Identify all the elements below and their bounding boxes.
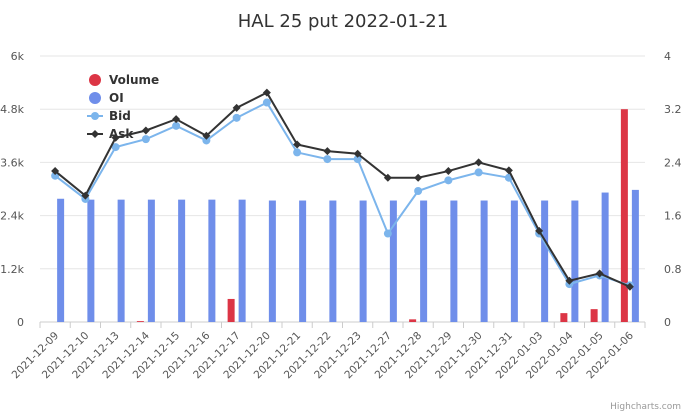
ask-point[interactable] — [383, 173, 392, 182]
bid-point[interactable] — [262, 98, 271, 107]
ask-point[interactable] — [414, 173, 423, 182]
oi-bar[interactable] — [389, 200, 397, 322]
bar-series — [57, 109, 639, 322]
credits-link[interactable]: Highcharts.com — [610, 402, 681, 412]
oi-bar[interactable] — [359, 200, 367, 322]
oi-bar[interactable] — [420, 200, 428, 322]
bid-point[interactable] — [474, 168, 483, 177]
y-left-tick-label: 2.4k — [0, 210, 24, 223]
y-left-tick-label: 4.8k — [0, 103, 24, 116]
oi-bar[interactable] — [299, 200, 307, 322]
y-right-tick-label: 0 — [664, 316, 671, 329]
ask-point[interactable] — [444, 167, 453, 176]
legend-symbol — [89, 92, 101, 104]
y-right-tick-label: 3.2 — [664, 103, 682, 116]
legend-label: Volume — [109, 73, 159, 87]
oi-bar[interactable] — [510, 200, 518, 322]
legend[interactable]: Volume OI Bid Ask — [87, 73, 159, 141]
volume-bar[interactable] — [136, 321, 144, 322]
legend-item-oi[interactable]: OI — [89, 91, 124, 105]
bid-point[interactable] — [444, 176, 453, 185]
oi-bar[interactable] — [450, 200, 458, 322]
legend-label: OI — [109, 91, 124, 105]
y-right-tick-label: 1.6 — [664, 210, 682, 223]
volume-bar[interactable] — [620, 109, 628, 322]
y-left-tick-label: 3.6k — [0, 156, 24, 169]
oi-bar[interactable] — [268, 200, 276, 322]
bid-point[interactable] — [232, 113, 241, 122]
oi-bar[interactable] — [87, 199, 95, 322]
oi-bar[interactable] — [147, 199, 155, 322]
bid-point[interactable] — [111, 143, 120, 152]
bid-point[interactable] — [202, 136, 211, 145]
y-left-tick-label: 1.2k — [0, 263, 24, 276]
ask-point[interactable] — [81, 191, 90, 200]
oi-bar[interactable] — [178, 199, 186, 322]
ask-point[interactable] — [504, 166, 513, 175]
volume-bar[interactable] — [409, 319, 417, 322]
y-left-tick-label: 6k — [11, 50, 25, 63]
oi-bar[interactable] — [571, 200, 579, 322]
legend-symbol — [89, 74, 101, 86]
bid-point[interactable] — [414, 186, 423, 195]
bid-point[interactable] — [383, 229, 392, 238]
ask-line — [54, 91, 631, 288]
legend-item-volume[interactable]: Volume — [89, 73, 159, 87]
grid-lines — [40, 55, 645, 323]
ask-point[interactable] — [565, 276, 574, 285]
oi-bar[interactable] — [631, 189, 639, 322]
ask-point[interactable] — [141, 126, 150, 135]
ask-point[interactable] — [202, 131, 211, 140]
legend-item-ask[interactable]: Ask — [87, 127, 134, 141]
bid-point[interactable] — [323, 155, 332, 164]
oi-bar[interactable] — [541, 200, 549, 322]
legend-label: Ask — [109, 127, 134, 141]
bid-point[interactable] — [353, 155, 362, 164]
ask-point[interactable] — [474, 158, 483, 167]
bid-point[interactable] — [293, 148, 302, 157]
legend-item-bid[interactable]: Bid — [87, 109, 131, 123]
bid-point[interactable] — [141, 135, 150, 144]
legend-label: Bid — [109, 109, 131, 123]
oi-bar[interactable] — [480, 200, 488, 322]
ask-point[interactable] — [232, 103, 241, 112]
ask-point[interactable] — [353, 149, 362, 158]
oi-bar[interactable] — [57, 198, 65, 322]
chart-title: HAL 25 put 2022-01-21 — [238, 11, 448, 32]
ask-point[interactable] — [323, 147, 332, 156]
y-right-tick-label: 4 — [664, 50, 671, 63]
ask-point[interactable] — [172, 115, 181, 124]
oi-bar[interactable] — [208, 199, 216, 322]
bid-point[interactable] — [172, 121, 181, 130]
legend-marker — [91, 112, 99, 120]
line-series — [51, 88, 634, 291]
oi-bar[interactable] — [329, 200, 337, 322]
legend-marker — [91, 130, 99, 138]
bid-line — [54, 101, 631, 287]
oi-bar[interactable] — [117, 199, 125, 322]
volume-bar[interactable] — [560, 313, 568, 322]
ask-point[interactable] — [595, 269, 604, 278]
volume-bar[interactable] — [590, 309, 598, 322]
y-right-tick-label: 0.8 — [664, 263, 682, 276]
oi-bar[interactable] — [601, 192, 609, 322]
ask-point[interactable] — [262, 88, 271, 97]
ask-point[interactable] — [625, 282, 634, 291]
y-left-tick-label: 0 — [17, 316, 24, 329]
ask-point[interactable] — [51, 167, 60, 176]
y-right-tick-label: 2.4 — [664, 156, 682, 169]
ask-point[interactable] — [535, 226, 544, 235]
ask-point[interactable] — [293, 140, 302, 149]
volume-bar[interactable] — [227, 298, 235, 322]
oi-bar[interactable] — [238, 199, 246, 322]
ask-point[interactable] — [111, 133, 120, 142]
